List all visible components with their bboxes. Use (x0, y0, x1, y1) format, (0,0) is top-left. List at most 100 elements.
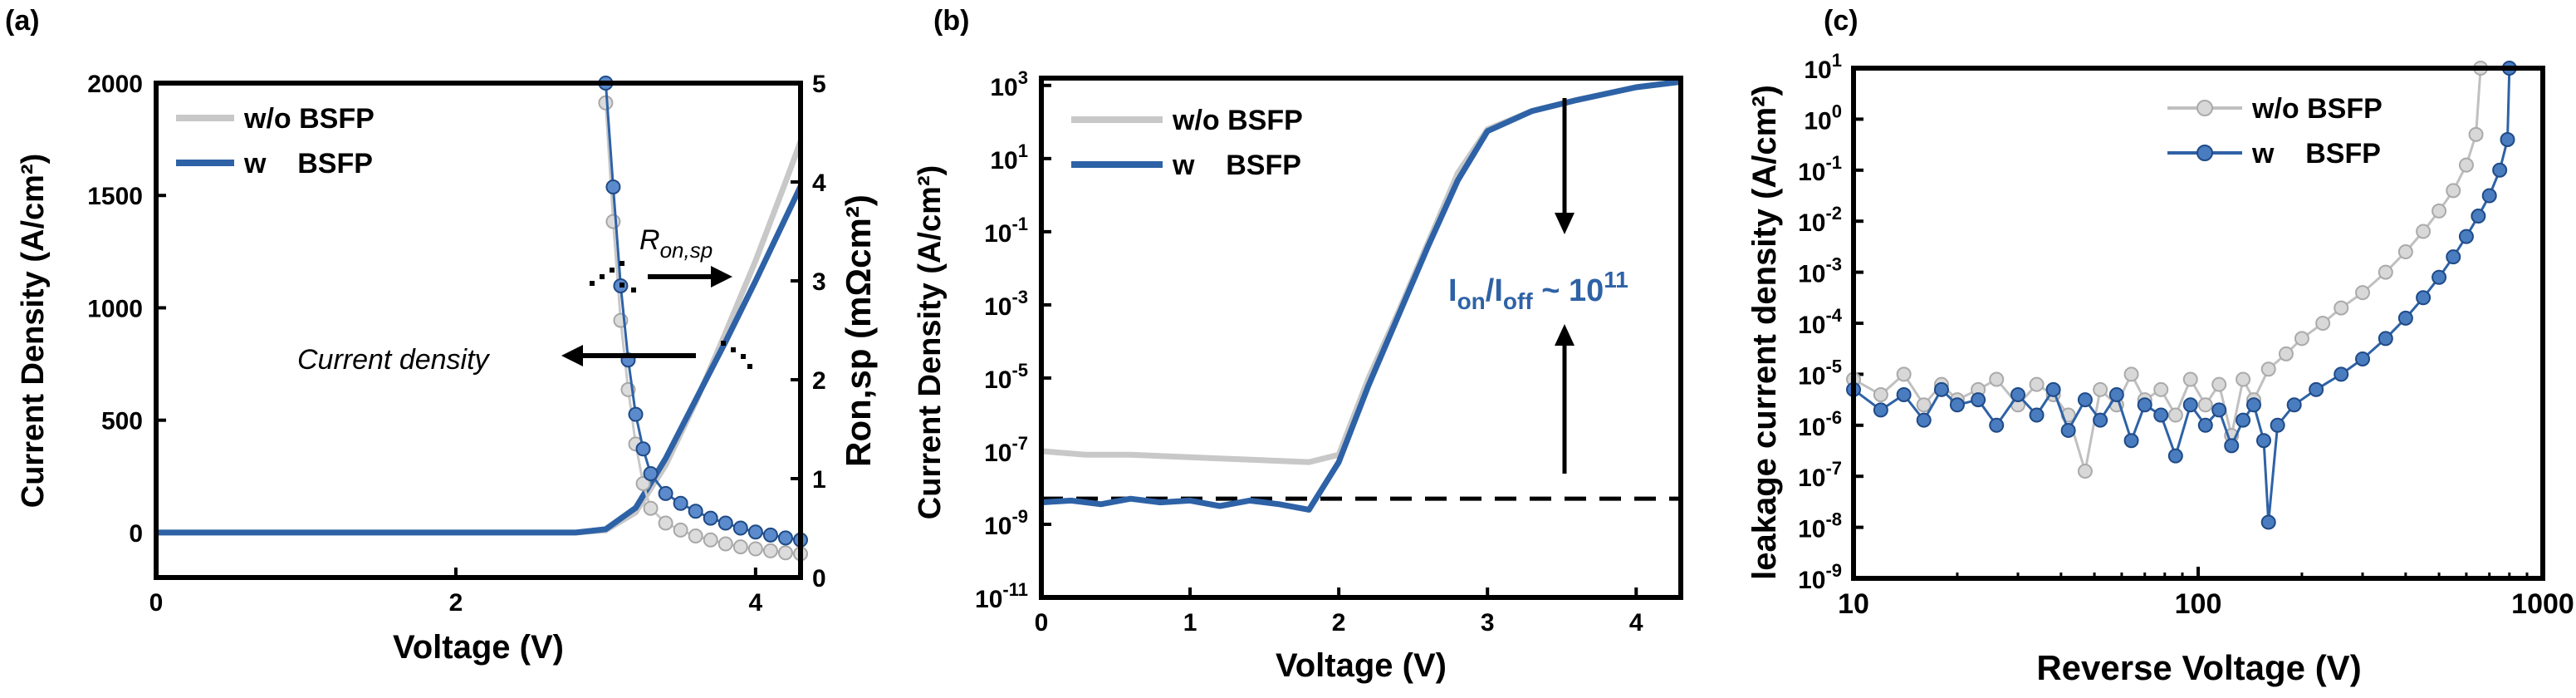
panel-c-data-point (1896, 366, 1912, 382)
panel-c-data-point (2458, 229, 2474, 244)
panel-c-data-point (2010, 386, 2026, 402)
panel-a-data-point (673, 495, 688, 511)
onoff-ratio-text: Ion/Ioff ~ 1011 (1448, 267, 1628, 314)
panel-a-data-point (605, 179, 621, 194)
panel-c-data-point (2432, 269, 2447, 285)
current-arrowhead (561, 345, 583, 366)
panel-c-ytick-label: 10-4 (1798, 305, 1843, 339)
panel-a-data-point (628, 406, 644, 422)
panel-a-ytick-label: 2000 (87, 71, 143, 98)
panel-a-xlabel: Voltage (V) (393, 629, 564, 666)
panel-c-data-point (2334, 300, 2349, 316)
panel-a-data-point (777, 530, 793, 546)
panel-a-data-point (703, 532, 718, 548)
legend-label-w: w BSFP (243, 148, 373, 179)
panel-c-data-point (2458, 157, 2474, 173)
current-annotation: Current density (297, 344, 491, 376)
panel-c-data-point (2355, 285, 2371, 301)
panel-a-data-point (717, 515, 733, 531)
panel-b-series (1041, 78, 1682, 513)
panel-c-ytick-label: 10-2 (1798, 203, 1842, 237)
panel-a-data-point (643, 466, 659, 482)
panel-a-ytick-label: 1000 (87, 295, 143, 322)
panel-b-frame (1039, 76, 1683, 600)
panel-c-data-point (2197, 397, 2213, 413)
panel-c-data-point (1916, 397, 1932, 413)
panel-a-frame (154, 81, 803, 580)
panel-c-data-point (2123, 366, 2139, 382)
panel-b-ytick-label: 10-5 (984, 360, 1028, 394)
panel-c-data-point (1989, 417, 2005, 433)
panel-c-data-point (2286, 397, 2302, 413)
panel-c-data-point (1989, 371, 2005, 387)
panel-c-xtick-label: 100 (2175, 588, 2222, 620)
onoff-arrowhead-down (1555, 213, 1574, 234)
panel-c-ytick-label: 10-5 (1798, 356, 1842, 390)
panel-c-data-point (2167, 407, 2183, 423)
ron-main: R (639, 224, 660, 256)
panel-c-data-point (2378, 331, 2393, 347)
panel-a-data-point (703, 510, 718, 526)
panel-c-data-point (2123, 433, 2139, 449)
dotted-bracket-right (721, 341, 752, 369)
dotted-bracket-left (590, 261, 636, 292)
panel-c-data-point (2378, 264, 2393, 280)
panel-b-xtick-label: 2 (1332, 609, 1346, 637)
panel-b-label: (b) (933, 5, 969, 37)
panel-c-data-point (2211, 402, 2227, 418)
panel-c-series (1846, 61, 2517, 530)
panel-c-data-point (2294, 331, 2309, 347)
panel-c-data-point (2093, 412, 2108, 428)
panel-a-y2tick-label: 3 (812, 268, 826, 296)
panel-c-ytick-label: 10-7 (1798, 458, 1842, 492)
panel-c-data-point (2197, 417, 2213, 433)
panel-c-data-point (2334, 366, 2349, 382)
panel-b-legend: w/o BSFP w BSFP (1071, 105, 1303, 181)
panel-c-data-point (2468, 126, 2484, 142)
panel-a-series-line (604, 82, 801, 542)
panel-c: (c) 10 100 100010110010-110-210-310-410-51… (1746, 5, 2574, 687)
panel-c-data-point (2245, 397, 2261, 413)
panel-c-data-point (2029, 407, 2045, 423)
panel-c-frame (1851, 66, 2545, 581)
panel-c-data-point (2153, 407, 2169, 423)
panel-c-data-point (2077, 392, 2093, 408)
panel-b-ytick-label: 10-11 (975, 579, 1028, 613)
panel-a-data-point (605, 214, 621, 229)
panel-b-ytick-label: 101 (990, 140, 1028, 174)
ron-sub: on,sp (660, 238, 713, 263)
panel-c-data-point (2270, 417, 2285, 433)
panel-c-data-point (2500, 131, 2515, 147)
panel-a-series-line (156, 140, 804, 536)
panel-a-data-point (762, 543, 778, 558)
panel-c-ytick-label: 10-8 (1798, 509, 1842, 543)
panel-c-data-point (1971, 392, 1986, 408)
panel-a-data-point (635, 441, 651, 457)
panel-b-ytick-label: 10-9 (984, 506, 1028, 540)
panel-a-data-point (688, 504, 703, 519)
panel-a-series-line (156, 184, 804, 536)
panel-a-data-point (747, 541, 763, 557)
panel-c-data-point (2481, 188, 2497, 204)
panel-c-data-point (2077, 464, 2093, 479)
panel-c-xtick-label: 10 (1838, 588, 1869, 620)
panel-b-ytick-label: 10-3 (984, 287, 1028, 321)
panel-c-xlabel: Reverse Voltage (V) (2036, 648, 2361, 687)
panel-c-data-point (2397, 310, 2413, 326)
legend-label-wo: w/o BSFP (243, 103, 375, 135)
panel-c-ytick-label: 100 (1804, 101, 1842, 135)
panel-c-data-point (2236, 412, 2251, 428)
panel-a-y2tick-label: 5 (812, 71, 826, 98)
panel-a-xtick-label: 4 (749, 589, 763, 617)
panel-a-data-point (673, 522, 688, 538)
panel-c-data-point (2432, 203, 2447, 219)
panel-b: (b) 0 1 2 3 4 103 101 10-1 10-3 10-5 10-7 10-9 10-11… (913, 5, 1683, 684)
panel-c-data-point (2137, 397, 2152, 413)
panel-c-data-point (2167, 448, 2183, 464)
panel-a-y2tick-label: 0 (812, 565, 826, 592)
panel-b-xtick-label: 3 (1481, 609, 1495, 637)
panel-a-annotations: Ron,sp Current density (297, 224, 752, 376)
panel-a-xtick-label: 2 (449, 589, 463, 617)
panel-c-data-point (2355, 351, 2371, 366)
